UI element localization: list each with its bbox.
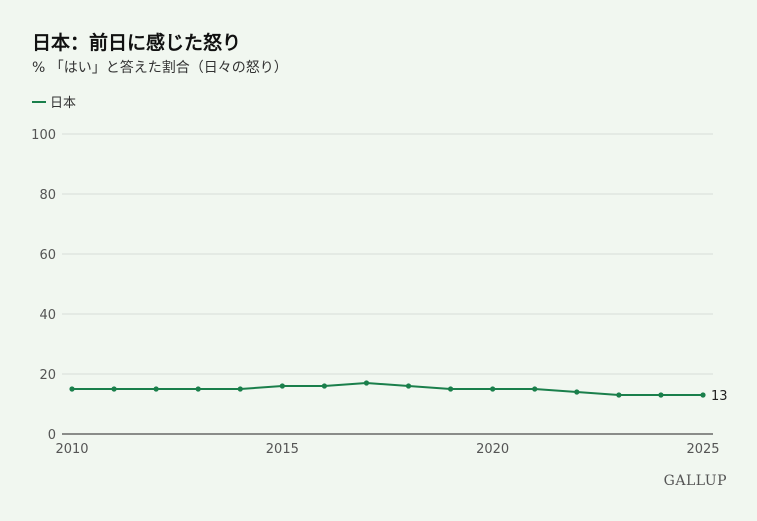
data-point — [279, 383, 285, 389]
data-point — [153, 386, 159, 392]
chart-title: 日本：前日に感じた怒り — [32, 32, 242, 54]
chart-legend: 日本 — [32, 92, 76, 111]
x-tick-label: 2010 — [55, 442, 88, 457]
data-point — [69, 386, 75, 392]
data-point — [111, 386, 117, 392]
data-point — [448, 386, 454, 392]
end-value-label: 13 — [711, 389, 728, 404]
gallup-logo: GALLUP — [663, 473, 727, 489]
legend-label: 日本 — [50, 96, 77, 111]
x-tick-label: 2020 — [476, 442, 509, 457]
x-tick-label: 2015 — [266, 442, 299, 457]
y-axis-ticks: 0 20 40 60 80 100 — [31, 128, 56, 443]
data-point — [237, 386, 243, 392]
y-tick-label: 80 — [39, 188, 56, 203]
data-point — [405, 383, 412, 389]
data-point — [532, 386, 538, 392]
x-tick-label: 2025 — [686, 442, 719, 457]
data-point — [616, 392, 622, 398]
legend-swatch — [32, 100, 46, 103]
data-point — [195, 386, 201, 392]
y-tick-label: 20 — [39, 368, 56, 383]
data-point — [321, 383, 327, 389]
grid-lines — [62, 133, 713, 375]
chart-subtitle: % 「はい」と答えた割合（日々の怒り） — [32, 60, 288, 76]
y-tick-label: 100 — [31, 128, 56, 143]
data-point — [363, 380, 370, 386]
x-axis-ticks: 2010 2015 2020 2025 — [55, 442, 719, 457]
data-point — [490, 386, 496, 392]
data-point — [574, 389, 580, 395]
data-labels: 13 — [711, 389, 728, 404]
y-tick-label: 0 — [48, 428, 56, 443]
data-point — [700, 392, 706, 398]
series-line — [72, 382, 703, 396]
y-tick-label: 40 — [39, 308, 56, 323]
y-tick-label: 60 — [39, 248, 56, 263]
data-point — [658, 392, 664, 398]
series-line-group — [69, 380, 706, 398]
